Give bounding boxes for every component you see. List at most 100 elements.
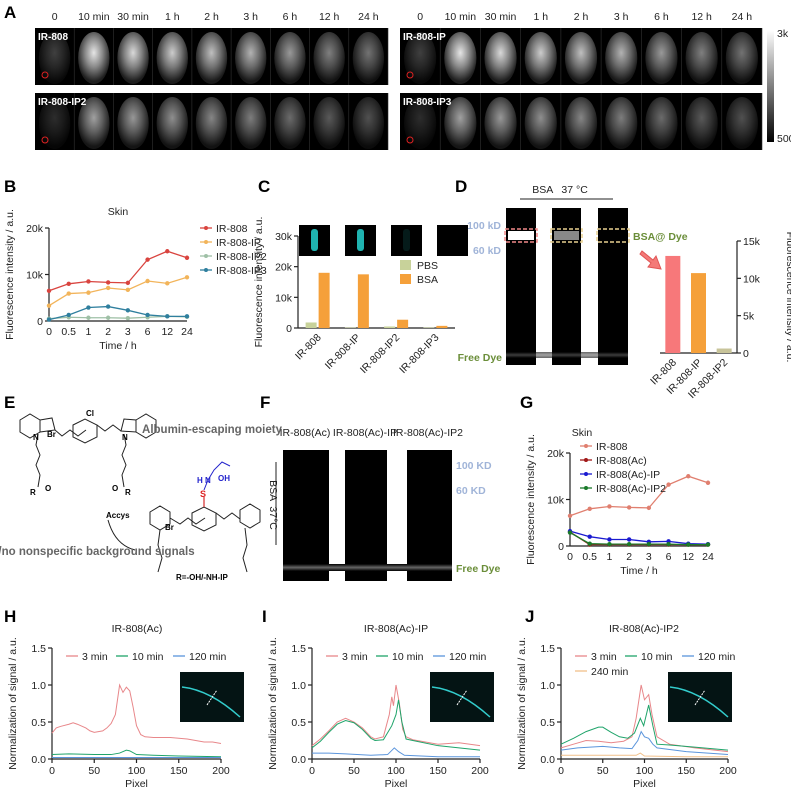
atom-r: R — [125, 488, 131, 497]
mouse-image — [78, 32, 110, 84]
series-line-1 — [560, 704, 729, 751]
legend-label: IR-808-IP2 — [216, 251, 267, 263]
x-tick-label: 100 — [128, 765, 146, 777]
x-tick-label: 50 — [597, 765, 609, 777]
gel-band — [508, 231, 534, 240]
time-label: 6 h — [654, 11, 669, 23]
inset-images — [180, 225, 732, 722]
data-point — [145, 312, 150, 318]
profile-line — [206, 689, 218, 706]
legend-label: 10 min — [132, 651, 164, 663]
panel-label-c: C — [258, 177, 270, 196]
x-tick-label: 50 — [348, 765, 360, 777]
y-axis-label: Normalization of signal / a.u. — [267, 637, 279, 769]
data-point — [86, 315, 91, 320]
marker-100kd: 100 KD — [456, 460, 492, 472]
data-point — [626, 541, 632, 547]
alkyl-chain — [35, 433, 41, 488]
chart-title: Skin — [108, 206, 129, 218]
bar — [665, 255, 681, 353]
mouse-image — [685, 97, 718, 149]
data-point — [184, 275, 190, 280]
background-signal-label: Low/no nonspecific background signals — [0, 546, 195, 558]
y-tick-label: 20k — [547, 448, 565, 460]
x-tick-label: IR-808-IP3 — [397, 332, 442, 377]
x-axis-label: Pixel — [633, 778, 656, 790]
mouse-image — [645, 32, 678, 84]
mouse-image — [235, 32, 267, 84]
y-tick-label: 0 — [743, 348, 749, 360]
time-label: 12 h — [691, 11, 712, 23]
data-point — [587, 506, 592, 511]
data-point — [66, 281, 71, 286]
y-tick-label: 0.5 — [31, 717, 46, 729]
x-axis-label: Pixel — [385, 778, 408, 790]
mouse-image — [117, 97, 149, 149]
time-label: 3 h — [243, 11, 258, 23]
y-tick-label: 10k — [743, 273, 761, 285]
vessel-trace — [181, 686, 241, 718]
time-label: 1 h — [533, 11, 548, 23]
data-point — [46, 288, 52, 293]
x-axis-label: Time / h — [620, 565, 658, 577]
mouse-image — [484, 97, 517, 149]
panel-label-h: H — [4, 607, 16, 626]
mouse-image — [274, 97, 306, 149]
mouse-image — [725, 32, 758, 84]
chart-g: 0 10k 20k Fluorescence intensity / a.u. Skin… — [525, 427, 714, 577]
x-tick-label: 2 — [626, 551, 632, 563]
tube-image — [391, 225, 422, 256]
free-dye-label: Free Dye — [458, 352, 503, 364]
mouse-image — [117, 32, 149, 84]
y-tick-label: 30k — [275, 231, 293, 243]
gel-lane — [283, 450, 329, 581]
scale-min-label: 500 — [777, 133, 791, 145]
legend-label: 3 min — [591, 651, 617, 663]
profile-line — [694, 689, 706, 706]
atom-oh: OH — [218, 474, 230, 483]
time-label: 0 — [52, 11, 58, 23]
chart-i: 0.0 0.5 1.0 1.5 Normalization of signal / a.… — [267, 623, 489, 790]
x-tick-label: 200 — [471, 765, 489, 777]
legend-marker — [204, 226, 208, 230]
panel-a-imaging: 0 10 min 30 min 1 h 2 h 3 h 6 h 12 h 24 h IR-808 I… — [35, 11, 763, 150]
legend-marker — [204, 254, 208, 258]
mouse-image — [38, 97, 71, 149]
panel-label-b: B — [4, 177, 16, 196]
chart-j: 0.0 0.5 1.0 1.5 Normalization of signal / a.… — [516, 623, 737, 790]
data-point — [86, 290, 91, 295]
x-tick-label: 6 — [145, 326, 151, 338]
legend-marker — [584, 472, 588, 476]
y-tick-label: 10k — [547, 495, 565, 507]
legend-label: PBS — [417, 260, 438, 272]
marker-60kd: 60 KD — [456, 485, 486, 497]
legend-swatch — [400, 260, 411, 270]
scale-max-label: 3k — [777, 28, 789, 40]
mouse-image — [195, 32, 228, 84]
tube-fluorescence — [403, 229, 410, 251]
panel-label-e: E — [4, 393, 15, 412]
mouse-image — [156, 97, 188, 149]
time-label: 24 h — [358, 11, 379, 23]
mouse-image — [404, 32, 437, 84]
alkyl-chain — [121, 433, 127, 488]
legend-label: 10 min — [641, 651, 673, 663]
r-group-label: R=-OH/-NH-IP — [176, 573, 228, 582]
tube-image — [437, 225, 468, 256]
x-tick-label: 1 — [86, 326, 92, 338]
data-point — [105, 315, 111, 320]
bar — [397, 319, 409, 328]
bar — [716, 348, 732, 353]
x-tick-label: 0 — [567, 551, 573, 563]
legend-marker — [584, 486, 588, 490]
intensity-scale-bar — [767, 30, 774, 142]
mouse-image — [484, 32, 517, 84]
mouse-image — [605, 32, 638, 84]
data-point — [86, 305, 91, 310]
series-line-1 — [51, 749, 222, 758]
chart-title: Skin — [572, 427, 593, 439]
acetylcysteine-group — [203, 461, 231, 491]
time-label: 3 h — [614, 11, 629, 23]
mouse-image — [524, 97, 557, 149]
alkyl-chain — [157, 529, 163, 573]
